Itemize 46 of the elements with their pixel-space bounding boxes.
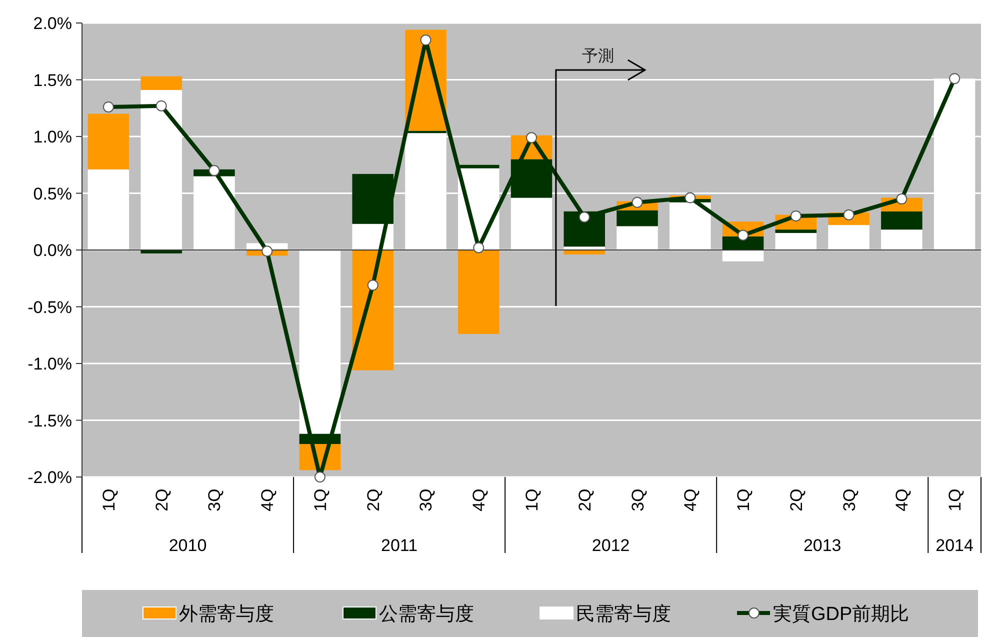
x-tick-label: 1Q bbox=[946, 488, 965, 512]
x-tick-label: 4Q bbox=[258, 488, 278, 512]
bar bbox=[140, 76, 182, 90]
x-tick-label: 4Q bbox=[681, 488, 700, 512]
x-tick-label: 3Q bbox=[840, 488, 859, 512]
text: 2012 bbox=[592, 536, 630, 555]
bar bbox=[564, 211, 606, 247]
x-tick-label: 3Q bbox=[205, 488, 224, 512]
bar bbox=[458, 250, 500, 334]
x-tick-label: 4Q bbox=[470, 488, 489, 512]
text: 2013 bbox=[803, 536, 842, 555]
x-tick-label: 2Q bbox=[152, 488, 172, 512]
bar bbox=[881, 211, 922, 230]
bar bbox=[352, 174, 394, 224]
x-tick-label: 3Q bbox=[416, 488, 436, 512]
y-tick-label: 2.0% bbox=[33, 14, 72, 33]
x-tick-label: 1Q bbox=[522, 488, 542, 512]
x-tick-label: 1Q bbox=[99, 488, 118, 512]
text: 2014 bbox=[936, 536, 974, 555]
x-tick-label: 2Q bbox=[786, 488, 806, 512]
legend-label: 外需寄与度 bbox=[179, 603, 274, 625]
y-tick-label: 0.0% bbox=[33, 241, 72, 260]
bar bbox=[510, 159, 552, 198]
legend-label: 民需寄与度 bbox=[576, 603, 671, 625]
y-tick-label: 0.5% bbox=[33, 184, 72, 204]
annotation: 予測 bbox=[582, 47, 614, 65]
y-tick-label: -1.0% bbox=[28, 354, 72, 374]
y-tick-label: 1.5% bbox=[33, 70, 72, 90]
x-tick-label: 3Q bbox=[628, 488, 648, 512]
bar bbox=[88, 114, 130, 170]
y-tick-label: -0.5% bbox=[28, 298, 72, 317]
x-tick-label: 2Q bbox=[364, 488, 383, 512]
x-tick-label: 2Q bbox=[575, 488, 594, 512]
bar bbox=[616, 210, 658, 226]
y-tick-label: -1.5% bbox=[28, 411, 72, 430]
y-tick-label: 1.0% bbox=[33, 128, 72, 146]
y-tick-label: -2.0% bbox=[28, 468, 72, 487]
x-tick-label: 1Q bbox=[734, 488, 754, 512]
legend-label: 実質GDP前期比 bbox=[773, 603, 910, 625]
bar bbox=[458, 164, 500, 168]
x-tick-label: 4Q bbox=[892, 488, 912, 512]
bar bbox=[775, 230, 817, 233]
text: 2010 bbox=[168, 536, 207, 555]
text: 2011 bbox=[381, 536, 418, 555]
x-tick-label: 1Q bbox=[310, 488, 330, 512]
legend-label: 公需寄与度 bbox=[379, 603, 474, 625]
